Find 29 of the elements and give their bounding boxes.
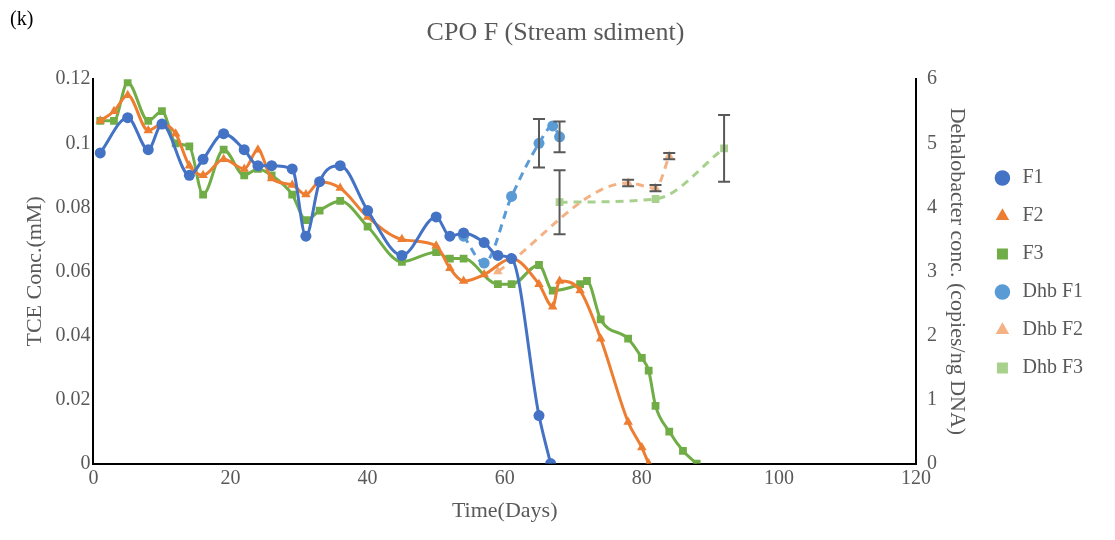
- text: (k): [10, 7, 34, 31]
- x-tick-label: 60: [494, 465, 515, 488]
- legend-label: F1: [1022, 165, 1044, 188]
- y2-tick-label: 4: [927, 194, 938, 217]
- y-tick-label: 0.06: [55, 258, 91, 281]
- legend-label: F3: [1022, 241, 1044, 264]
- y2-axis-title: Dehalobacter conc. (copies/ng DNA): [946, 107, 972, 436]
- y-tick-label: 0.12: [55, 66, 91, 89]
- x-tick-label: 20: [220, 465, 241, 488]
- y-tick-label: 0.04: [55, 322, 91, 345]
- y2-tick-label: 2: [927, 322, 938, 345]
- y2-tick-label: 5: [927, 130, 938, 153]
- y-tick-label: 0: [80, 450, 91, 473]
- legend-label: Dhb F3: [1022, 355, 1084, 378]
- y-tick-label: 0.02: [55, 386, 91, 409]
- chart-title: CPO F (Stream sdiment): [426, 17, 685, 47]
- y-tick-label: 0.1: [65, 130, 91, 153]
- x-axis-title: Time(Days): [451, 496, 558, 522]
- y2-tick-label: 6: [927, 66, 938, 89]
- y2-tick-label: 3: [927, 258, 938, 281]
- y-axis-title: TCE Conc.(mM): [20, 196, 46, 347]
- x-tick-label: 80: [631, 465, 652, 488]
- y-tick-label: 0.08: [55, 194, 91, 217]
- x-tick-label: 40: [357, 465, 378, 488]
- legend-label: Dhb F2: [1022, 317, 1084, 340]
- y2-tick-label: 1: [927, 386, 938, 409]
- legend-label: Dhb F1: [1022, 279, 1084, 302]
- x-tick-label: 100: [763, 465, 794, 488]
- legend-label: F2: [1022, 203, 1044, 226]
